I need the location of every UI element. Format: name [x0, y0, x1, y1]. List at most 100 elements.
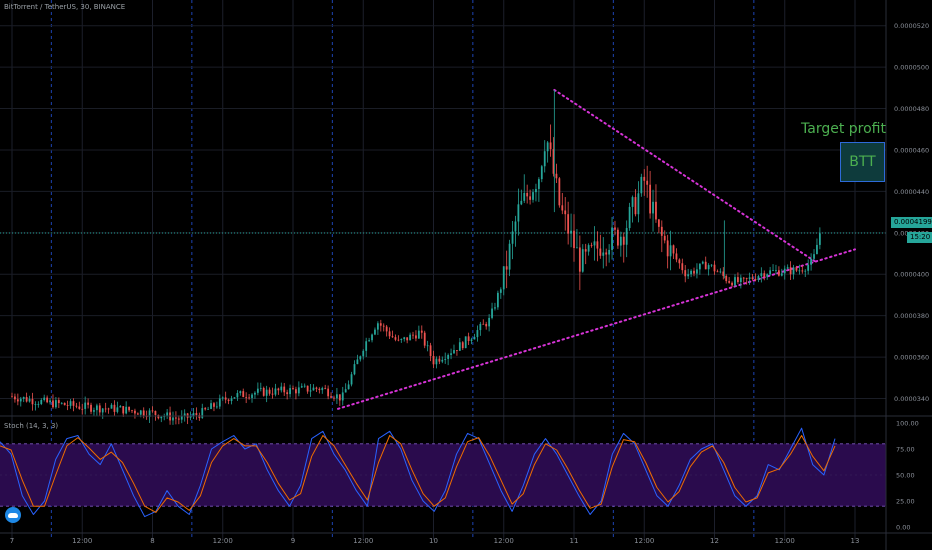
price-tick-label: 0.0000520 [894, 22, 929, 30]
candle-body [456, 350, 458, 351]
candle-body [409, 334, 411, 341]
candle-body [745, 278, 748, 279]
candle-body [154, 410, 157, 415]
time-tick-label: 12:00 [494, 537, 514, 545]
candle-body [681, 263, 684, 271]
candle-body [131, 410, 133, 412]
candle-body [581, 249, 584, 272]
time-tick-label: 7 [10, 537, 14, 545]
candle-body [435, 358, 438, 365]
candle-body [514, 221, 517, 232]
candle-body [40, 400, 43, 404]
time-tick-label: 12:00 [353, 537, 373, 545]
candle-body [628, 206, 631, 229]
candle-body [728, 281, 731, 283]
time-tick-label: 8 [150, 537, 154, 545]
candle-body [432, 355, 435, 365]
candle-body [701, 261, 704, 264]
candle-body [713, 264, 716, 272]
candle-body [19, 398, 22, 402]
candle-body [55, 400, 57, 408]
candle-body [444, 358, 447, 360]
candle-body [90, 404, 92, 412]
candle-body [734, 277, 736, 286]
candle-body [696, 269, 698, 274]
candle-body [423, 332, 426, 346]
candle-body [587, 245, 590, 252]
candle-body [450, 353, 452, 355]
candle-body [441, 359, 444, 362]
candle-body [529, 196, 531, 200]
candle-body [467, 336, 470, 341]
candle-body [256, 388, 259, 393]
candle-body [748, 277, 751, 279]
candle-body [608, 249, 611, 255]
candle-body [412, 334, 414, 336]
candle-body [201, 408, 204, 418]
candle-body [488, 317, 491, 327]
target-profit-label: Target profit [801, 121, 886, 137]
candle-body [330, 396, 332, 398]
candle-body [769, 270, 772, 275]
candle-body [371, 334, 373, 341]
candle-body [710, 264, 713, 266]
candle-body [403, 337, 406, 340]
candle-body [95, 405, 98, 411]
candle-body [300, 386, 303, 388]
candle-body [546, 142, 549, 152]
candle-body [359, 356, 362, 360]
trendline [336, 248, 856, 410]
candle-body [763, 273, 766, 277]
candle-body [362, 350, 365, 357]
tradingview-logo-icon[interactable] [5, 507, 21, 523]
candle-body [485, 323, 488, 327]
candle-body [499, 289, 502, 293]
symbol-title[interactable]: BitTorrent / TetherUS, 30, BINANCE [4, 3, 126, 11]
candle-body [283, 386, 286, 393]
candle-body [11, 396, 13, 398]
candle-body [93, 410, 95, 412]
candle-body [496, 292, 499, 308]
price-tick-label: 0.0000400 [894, 271, 929, 279]
stoch-label[interactable]: Stoch (14, 3, 3) [4, 422, 59, 430]
candle-body [139, 410, 142, 415]
candle-body [242, 391, 245, 398]
candle-body [593, 241, 596, 246]
candle-body [148, 410, 151, 417]
candle-body [666, 240, 669, 257]
candle-body [622, 236, 625, 245]
candle-body [28, 398, 31, 402]
candle-body [637, 193, 640, 215]
candle-body [262, 387, 265, 396]
candle-body [505, 266, 508, 270]
candle-body [558, 178, 561, 206]
candle-body [494, 307, 496, 309]
candle-body [479, 323, 482, 331]
candle-body [22, 397, 25, 399]
candle-body [16, 399, 19, 402]
candle-body [14, 396, 16, 400]
candle-body [751, 277, 754, 280]
candle-body [333, 397, 335, 399]
candle-body [482, 323, 485, 325]
candle-body [303, 385, 306, 387]
candle-body [605, 252, 608, 255]
candle-body [783, 268, 786, 274]
candle-body [517, 204, 520, 222]
candle-body [365, 341, 368, 351]
candle-body [37, 403, 40, 405]
candle-body [810, 258, 812, 265]
candle-body [309, 390, 312, 392]
candle-body [739, 277, 742, 283]
trendline [553, 88, 817, 263]
candle-body [391, 336, 394, 338]
btt-box: BTT [840, 142, 885, 182]
candle-body [233, 397, 236, 399]
candle-body [520, 200, 523, 205]
candle-body [157, 414, 160, 419]
candle-body [643, 176, 646, 181]
candle-body [420, 330, 423, 333]
price-tick-label: 0.0000380 [894, 312, 929, 320]
